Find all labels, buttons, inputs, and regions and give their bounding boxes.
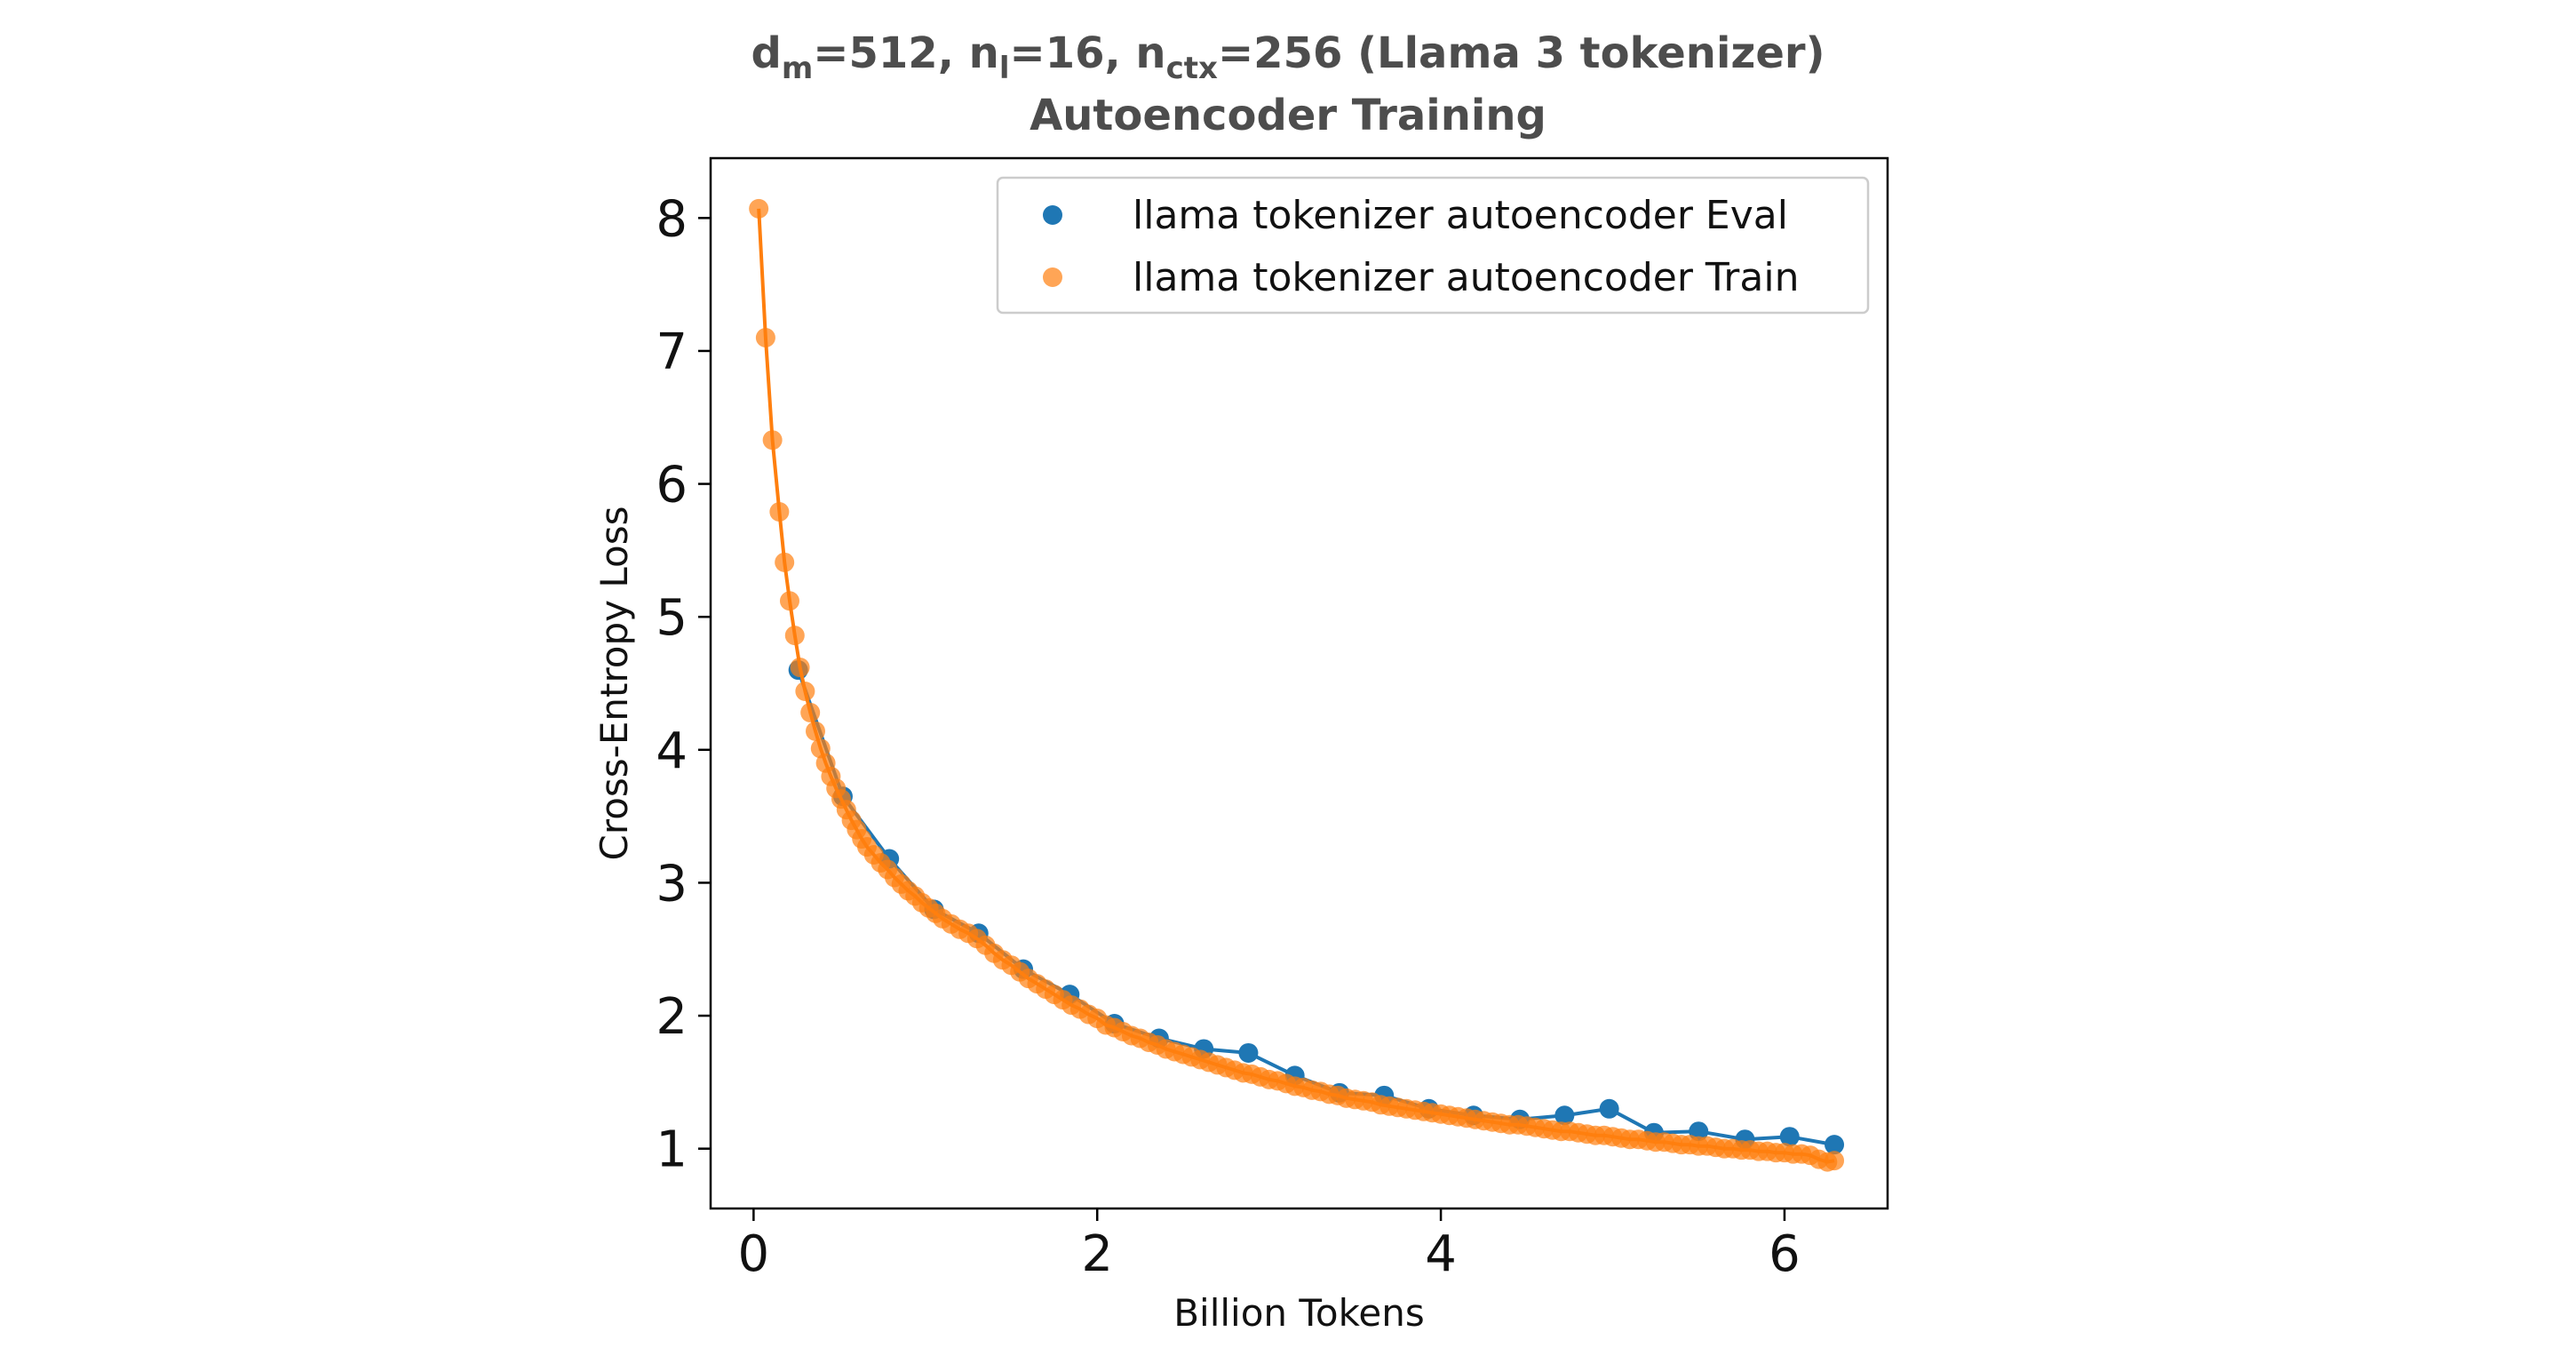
- y-tick-label: 5: [656, 589, 688, 647]
- data-point: [779, 591, 799, 611]
- y-tick-label: 7: [656, 323, 688, 381]
- data-point: [1779, 1127, 1800, 1147]
- y-tick-label: 6: [656, 457, 688, 514]
- data-point: [800, 702, 821, 722]
- title-subscript: ctx: [1166, 51, 1218, 86]
- data-point: [790, 658, 810, 678]
- legend-marker: [1043, 205, 1062, 225]
- data-point: [769, 501, 790, 522]
- legend-label: llama tokenizer autoencoder Train: [1133, 255, 1799, 300]
- data-point: [1238, 1042, 1259, 1063]
- x-tick-label: 4: [1425, 1225, 1457, 1283]
- series-line: [757, 208, 1835, 1164]
- y-tick-label: 2: [656, 988, 688, 1046]
- data-point: [1825, 1135, 1845, 1155]
- y-tick-label: 3: [656, 855, 688, 913]
- data-point: [762, 430, 783, 451]
- y-axis-ticks: 1 2 3 4 5 6 7 8: [656, 190, 711, 1179]
- data-point: [784, 626, 805, 646]
- legend-box: [996, 176, 1870, 315]
- y-axis-label: Cross-Entropy Loss: [592, 507, 636, 861]
- title-part: =256 (Llama 3 tokenizer): [1218, 28, 1825, 78]
- title-part: =512, n: [813, 28, 999, 78]
- title-part: =16, n: [1009, 28, 1165, 78]
- data-point: [1554, 1105, 1575, 1126]
- data-point: [755, 327, 775, 347]
- chart-title-line1: dm=512, nl=16, nctx=256 (Llama 3 tokeniz…: [751, 28, 1825, 86]
- y-tick-label: 4: [656, 722, 688, 780]
- data-point: [1599, 1098, 1619, 1119]
- y-tick-label: 8: [656, 190, 688, 248]
- series-layer: [749, 198, 1845, 1172]
- data-point: [805, 721, 825, 741]
- chart-title: dm=512, nl=16, nctx=256 (Llama 3 tokeniz…: [751, 28, 1825, 140]
- title-subscript: m: [782, 51, 813, 86]
- x-axis-ticks: 0 2 4 6: [738, 1208, 1801, 1283]
- legend: llama tokenizer autoencoder Eval llama to…: [996, 176, 1870, 315]
- x-tick-label: 2: [1081, 1225, 1113, 1283]
- chart-title-line2: Autoencoder Training: [1030, 91, 1546, 140]
- x-tick-label: 0: [738, 1225, 770, 1283]
- data-point: [1825, 1151, 1845, 1171]
- y-tick-label: 1: [656, 1121, 688, 1179]
- series-1: [749, 198, 1845, 1172]
- legend-label: llama tokenizer autoencoder Eval: [1133, 193, 1788, 238]
- data-point: [775, 552, 795, 572]
- x-tick-label: 6: [1769, 1225, 1801, 1283]
- series-line: [796, 669, 1835, 1147]
- plot-area-frame: [709, 156, 1889, 1210]
- series-0: [788, 660, 1845, 1155]
- data-point: [795, 681, 815, 701]
- legend-marker: [1043, 267, 1062, 287]
- data-point: [749, 198, 769, 219]
- title-subscript: l: [999, 51, 1010, 86]
- x-axis-label: Billion Tokens: [1173, 1291, 1425, 1335]
- title-part: d: [751, 28, 781, 78]
